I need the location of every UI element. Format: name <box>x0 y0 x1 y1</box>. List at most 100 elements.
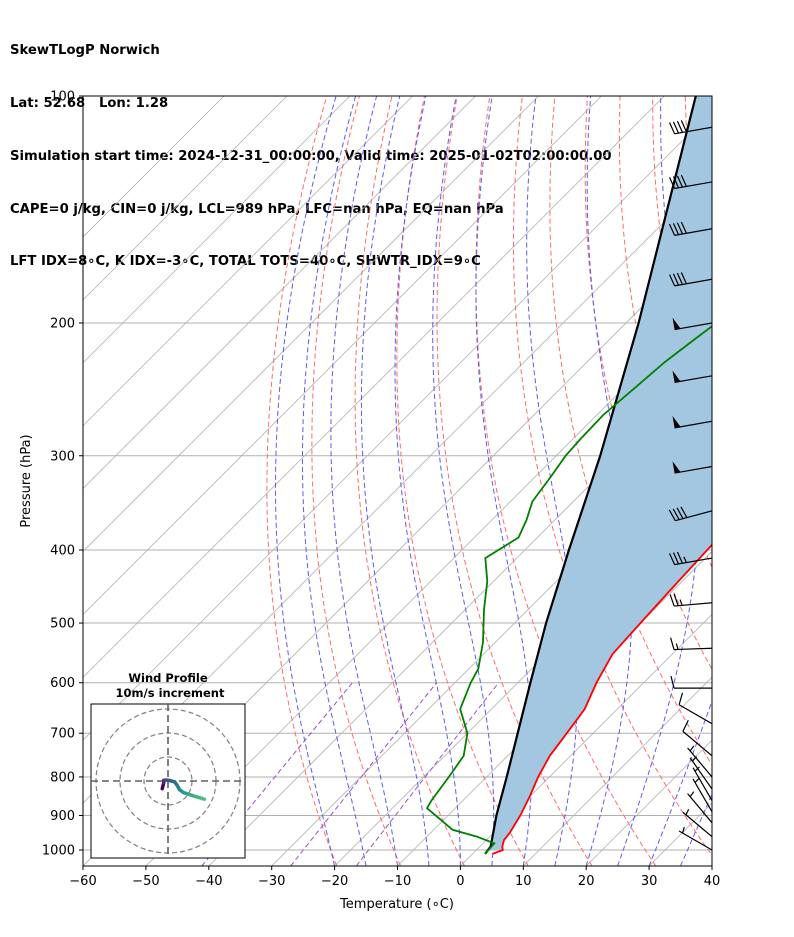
wind-barb-flag <box>668 509 676 522</box>
wind-barb-flag <box>669 594 675 607</box>
wind-profile-inset: Wind Profile 10m/s increment <box>90 671 246 859</box>
wind-barb-staff <box>675 510 712 522</box>
wind-barb <box>682 720 712 757</box>
wind-barb <box>669 593 712 607</box>
wind-barb-flag <box>668 553 676 565</box>
moist-adiabat-line <box>394 96 461 866</box>
y-tick-label: 200 <box>50 316 75 331</box>
x-tick-label: −20 <box>321 874 348 889</box>
dry-adiabat-line <box>750 96 794 866</box>
wind-barb-flag <box>682 720 689 732</box>
dewpoint-line <box>425 325 712 855</box>
isotherm-line <box>83 96 602 615</box>
wind-barb-flag <box>680 272 687 285</box>
isotherm-line <box>145 299 712 866</box>
wind-barb <box>668 506 712 522</box>
moist-adiabat-line <box>617 96 699 866</box>
wind-barb-staff <box>678 830 712 851</box>
moist-adiabat-line <box>648 699 712 866</box>
dry-adiabat-line <box>783 96 794 866</box>
isotherm-line <box>83 110 712 741</box>
moist-adiabat-line <box>361 96 430 866</box>
indices-line: LFT IDX=8∘C, K IDX=-3∘C, TOTAL TOTS=40∘C… <box>10 254 481 270</box>
moist-adiabat-line <box>711 864 712 866</box>
moist-adiabat-line <box>585 96 633 866</box>
wind-barb-flag <box>680 174 687 187</box>
wind-barb-flag <box>668 176 676 189</box>
isotherm-line <box>460 613 712 866</box>
wind-barb-half-flag <box>681 826 685 834</box>
wind-barb-half-flag <box>675 643 679 650</box>
wind-barb <box>672 461 712 474</box>
parcel-profile-line <box>484 96 697 855</box>
wind-barb-half-flag <box>683 556 687 563</box>
wind-barb-flag <box>680 120 687 132</box>
wind-barb <box>672 370 712 383</box>
wind-barb-staff <box>674 278 712 287</box>
isotherm-line <box>83 96 225 238</box>
wind-barb-half-flag <box>679 599 683 606</box>
x-tick-label: 40 <box>704 874 721 889</box>
wind-barb-flag <box>670 676 675 689</box>
isotherm-line <box>711 865 712 866</box>
x-tick-label: −60 <box>69 874 96 889</box>
wind-barb-flag <box>672 273 680 286</box>
wind-barb-pennant <box>672 416 681 428</box>
wind-barb-staff <box>674 602 712 607</box>
wind-barb-pennant <box>672 317 681 330</box>
wind-profile-trace <box>199 796 207 801</box>
wind-barb-flag <box>676 175 684 188</box>
y-tick-label: 400 <box>50 543 75 558</box>
y-tick-label: 100 <box>50 90 75 105</box>
wind-barb <box>692 777 712 813</box>
wind-barb-staff <box>689 757 712 790</box>
wind-barb-flag <box>672 121 680 134</box>
isotherm-line <box>83 96 288 301</box>
wind-barb-flag <box>672 176 680 189</box>
y-tick-label: 700 <box>50 727 75 742</box>
wind-barb-staff <box>674 228 712 236</box>
wind-barb <box>668 120 712 135</box>
dry-adiabat-line <box>396 96 529 866</box>
dry-adiabat-line <box>718 96 794 866</box>
dry-adiabat-line <box>266 96 338 866</box>
y-tick-label: 1000 <box>42 844 75 859</box>
wind-barb-flag <box>680 506 688 518</box>
wind-barb-flag <box>676 507 684 519</box>
wind-barb-staff <box>687 793 712 824</box>
isotherm-line <box>83 96 539 553</box>
wind-barb <box>668 272 712 287</box>
wind-barb-flag <box>680 221 687 234</box>
moist-adiabat-line <box>302 96 367 866</box>
chart-header: SkewTLogP Norwich Lat: 52.68 Lon: 1.28 S… <box>10 7 612 289</box>
wind-barb-staff <box>674 375 712 383</box>
wind-barb-flag <box>673 593 679 606</box>
x-tick-label: −50 <box>132 874 159 889</box>
x-tick-label: −10 <box>384 874 411 889</box>
y-tick-label: 800 <box>50 770 75 785</box>
moist-adiabat-line <box>526 96 578 866</box>
isotherm-line <box>523 676 712 866</box>
wind-barb-half-flag <box>692 756 698 762</box>
dry-adiabat-line <box>436 96 593 866</box>
mixing-ratio-line <box>201 682 353 866</box>
wind-barb-flag <box>678 692 684 705</box>
wind-barb-staff <box>674 647 712 651</box>
y-tick-label: 600 <box>50 676 75 691</box>
wind-barb-staff <box>692 767 712 801</box>
wind-barb-staff <box>674 465 712 474</box>
wind-barb-flag <box>670 637 675 650</box>
wind-barb-half-flag <box>694 777 700 783</box>
dry-adiabat-line <box>354 96 465 866</box>
wind-barb-flag <box>672 508 680 520</box>
wind-barb <box>692 766 712 801</box>
wind-barb-half-flag <box>689 745 695 752</box>
wind-barb <box>668 551 712 566</box>
location-line: Lat: 52.68 Lon: 1.28 <box>10 95 169 111</box>
parameters-line: CAPE=0 j/kg, CIN=0 j/kg, LCL=989 hPa, LF… <box>10 201 504 217</box>
wind-barb-staff <box>692 778 712 813</box>
wind-barb-flag <box>668 223 676 236</box>
wind-barb <box>672 416 712 429</box>
mixing-ratio-line <box>290 682 437 866</box>
dry-adiabat-line <box>549 96 712 766</box>
